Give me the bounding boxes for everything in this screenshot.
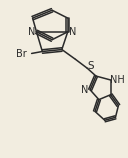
Text: N: N bbox=[28, 27, 35, 37]
Text: S: S bbox=[88, 61, 94, 71]
Text: Br: Br bbox=[15, 49, 26, 59]
Text: NH: NH bbox=[110, 75, 125, 85]
Text: N: N bbox=[69, 27, 76, 37]
Text: N: N bbox=[81, 85, 88, 95]
